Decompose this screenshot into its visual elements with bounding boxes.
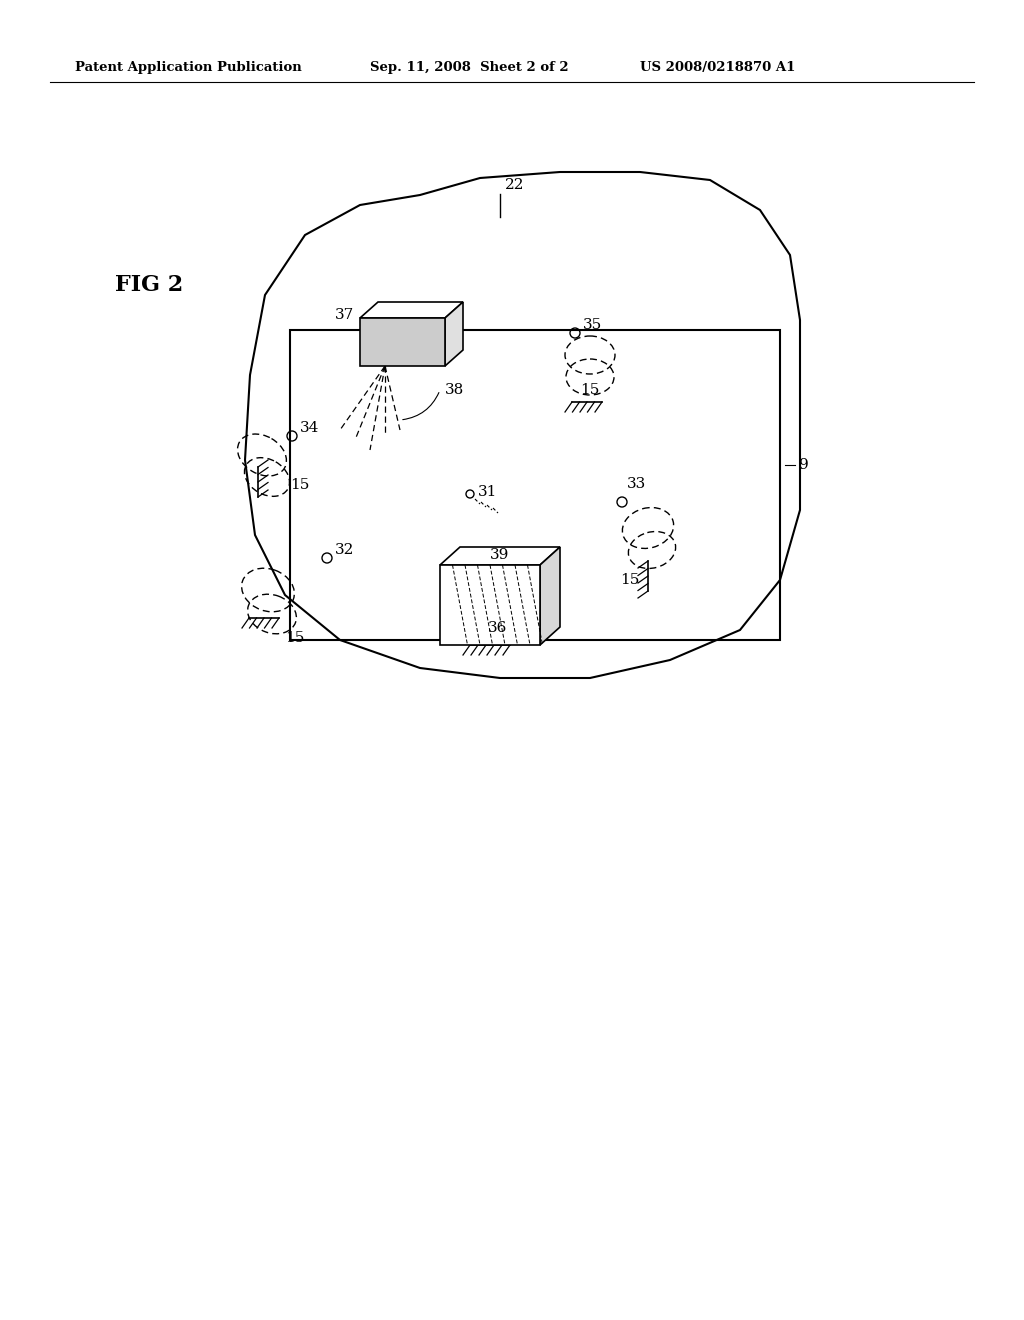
Bar <box>440 565 540 645</box>
Text: 15: 15 <box>620 573 639 587</box>
Bar <box>360 318 445 366</box>
Text: 39: 39 <box>490 548 509 562</box>
Text: 15: 15 <box>580 383 599 397</box>
Text: 35: 35 <box>583 318 602 333</box>
Text: US 2008/0218870 A1: US 2008/0218870 A1 <box>640 62 796 74</box>
Text: 22: 22 <box>505 178 524 191</box>
Polygon shape <box>540 546 560 645</box>
Text: 15: 15 <box>290 478 309 492</box>
Text: Patent Application Publication: Patent Application Publication <box>75 62 302 74</box>
Text: 34: 34 <box>300 421 319 436</box>
Text: 9: 9 <box>799 458 809 473</box>
Text: 33: 33 <box>627 477 646 491</box>
Polygon shape <box>440 546 560 565</box>
Text: 32: 32 <box>335 543 354 557</box>
Text: Sep. 11, 2008  Sheet 2 of 2: Sep. 11, 2008 Sheet 2 of 2 <box>370 62 568 74</box>
Text: 37: 37 <box>335 308 354 322</box>
Text: 15: 15 <box>285 631 304 645</box>
Polygon shape <box>360 302 463 318</box>
Polygon shape <box>445 302 463 366</box>
Bar <box>290 330 780 640</box>
Text: FIG 2: FIG 2 <box>115 275 183 296</box>
Text: 36: 36 <box>488 620 507 635</box>
Text: 38: 38 <box>445 383 464 397</box>
Text: 31: 31 <box>478 484 498 499</box>
